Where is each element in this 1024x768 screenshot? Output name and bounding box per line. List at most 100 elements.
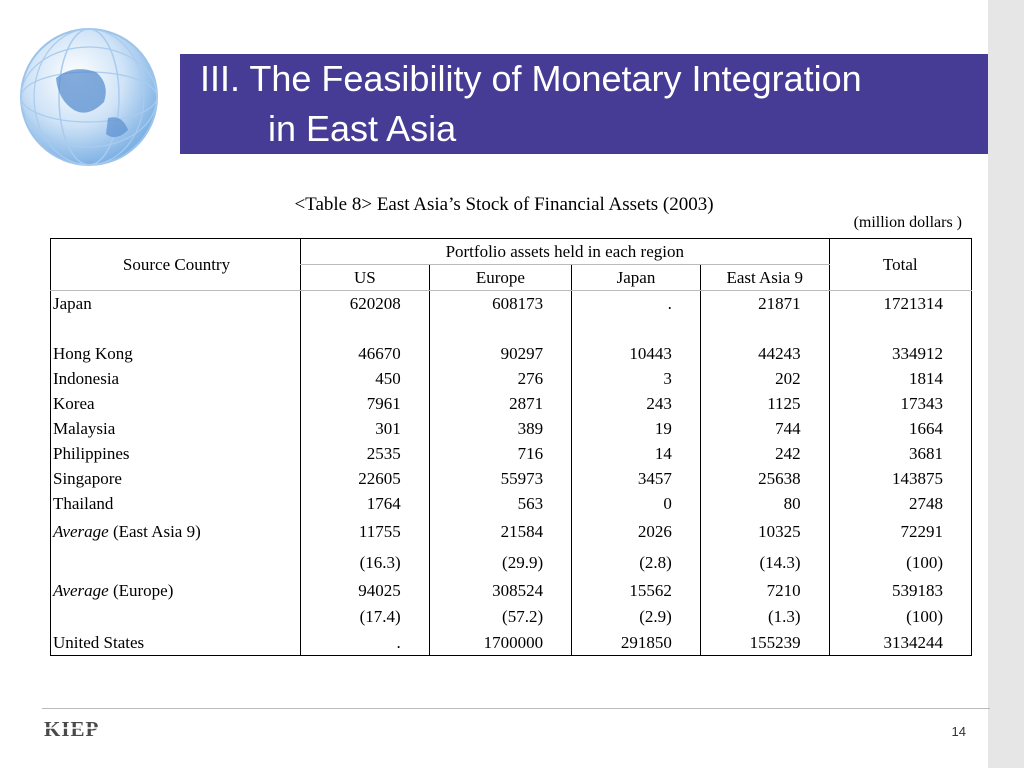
side-strip [988, 0, 1024, 768]
row-label-rest: (East Asia 9) [108, 522, 201, 541]
table-row-share-east-asia: (16.3) (29.9) (2.8) (14.3) (100) [51, 548, 972, 578]
table-row-united-states: United States . 1700000 291850 155239 31… [51, 630, 972, 656]
cell: 242 [699, 441, 830, 466]
cell: 21584 [428, 516, 572, 548]
cell: 1664 [828, 416, 972, 441]
cell: 80 [699, 491, 830, 516]
row-label-italic: Average [53, 580, 109, 600]
cell: 1125 [699, 391, 830, 416]
table-row: Indonesia 450 276 3 202 1814 [51, 366, 972, 391]
cell: 90297 [428, 341, 572, 366]
kiep-logo-text: KIEP [44, 718, 99, 740]
table-row-average-east-asia: Average (East Asia 9) 11755 21584 2026 1… [51, 516, 972, 548]
cell: 3681 [828, 441, 972, 466]
cell: 7961 [300, 391, 430, 416]
column-header-europe: Europe [428, 264, 572, 290]
source-country-header: Source Country [122, 254, 231, 274]
row-label-rest: (Europe) [108, 580, 174, 600]
cell: 44243 [699, 341, 830, 366]
cell: 10325 [699, 516, 830, 548]
cell: 744 [699, 416, 830, 441]
cell: . [300, 630, 430, 656]
cell: (100) [828, 603, 972, 630]
cell: 2535 [300, 441, 430, 466]
cell: 72291 [828, 516, 972, 548]
cell: 539183 [828, 578, 972, 603]
row-label-italic: Average [53, 522, 109, 541]
total-header: Total [828, 238, 972, 290]
cell: 389 [428, 416, 572, 441]
cell: 563 [428, 491, 572, 516]
cell: 1764 [300, 491, 430, 516]
cell: 10443 [571, 341, 701, 366]
cell: (2.8) [571, 548, 701, 578]
cell: 55973 [428, 466, 572, 491]
cell: (100) [828, 548, 972, 578]
cell: 21871 [699, 290, 830, 316]
cell: 3134244 [828, 630, 972, 656]
cell: 3 [571, 366, 701, 391]
page-number: 14 [951, 724, 966, 739]
cell: (17.4) [300, 603, 430, 630]
row-label: Average (Europe) [51, 578, 301, 603]
cell: . [571, 290, 701, 316]
cell: 94025 [300, 578, 430, 603]
table-row-average-europe: Average (Europe) 94025 308524 15562 7210… [51, 578, 972, 603]
cell: 22605 [300, 466, 430, 491]
unit-label: (million dollars ) [853, 214, 962, 231]
cell: 155239 [699, 630, 830, 656]
cell: 14 [571, 441, 701, 466]
globe-icon [20, 28, 158, 166]
financial-assets-table: Source Country Portfolio assets held in … [50, 238, 972, 656]
cell: 334912 [828, 341, 972, 366]
table-caption: <Table 8> East Asia’s Stock of Financial… [294, 194, 714, 215]
cell: 2026 [571, 516, 701, 548]
cell: 291850 [571, 630, 701, 656]
table-row: Singapore 22605 55973 3457 25638 143875 [51, 466, 972, 491]
cell: 25638 [699, 466, 830, 491]
row-label: Hong Kong [53, 343, 133, 363]
portfolio-group-header: Portfolio assets held in each region [300, 238, 830, 265]
cell: 2748 [828, 491, 972, 516]
row-label: Japan [53, 293, 92, 313]
table-row: Japan 620208 608173 . 21871 1721314 [51, 290, 972, 316]
cell: (2.9) [571, 603, 701, 630]
cell: 143875 [828, 466, 972, 491]
cell: 308524 [428, 578, 572, 603]
title-bar: III. The Feasibility of Monetary Integra… [180, 54, 988, 154]
cell: 7210 [699, 578, 830, 603]
cell: 243 [571, 391, 701, 416]
table-row: Korea 7961 2871 243 1125 17343 [51, 391, 972, 416]
row-label: Thailand [53, 493, 114, 513]
cell: 450 [300, 366, 430, 391]
row-label: Singapore [53, 468, 122, 488]
cell: 620208 [300, 290, 430, 316]
row-label: Philippines [53, 443, 130, 463]
table-row-share-europe: (17.4) (57.2) (2.9) (1.3) (100) [51, 603, 972, 630]
cell: (14.3) [699, 548, 830, 578]
cell: (57.2) [428, 603, 572, 630]
cell: 301 [300, 416, 430, 441]
cell: 1700000 [428, 630, 572, 656]
slide-title-line-2: in East Asia [268, 108, 457, 149]
cell: (29.9) [428, 548, 572, 578]
cell: 202 [699, 366, 830, 391]
cell: (1.3) [699, 603, 830, 630]
cell: 1814 [828, 366, 972, 391]
cell: 716 [428, 441, 572, 466]
cell: 0 [571, 491, 701, 516]
slide-title-line-1: III. The Feasibility of Monetary Integra… [200, 58, 862, 99]
cell: 3457 [571, 466, 701, 491]
cell: 15562 [571, 578, 701, 603]
cell: 17343 [828, 391, 972, 416]
cell: 19 [571, 416, 701, 441]
row-label: United States [53, 632, 145, 652]
table-row: Malaysia 301 389 19 744 1664 [51, 416, 972, 441]
column-header-japan: Japan [571, 264, 701, 290]
cell: 46670 [300, 341, 430, 366]
row-label: Malaysia [53, 418, 116, 438]
cell: 276 [428, 366, 572, 391]
row-label: Indonesia [53, 368, 120, 388]
row-label: Average (East Asia 9) [51, 516, 301, 548]
footer-divider [42, 708, 990, 709]
